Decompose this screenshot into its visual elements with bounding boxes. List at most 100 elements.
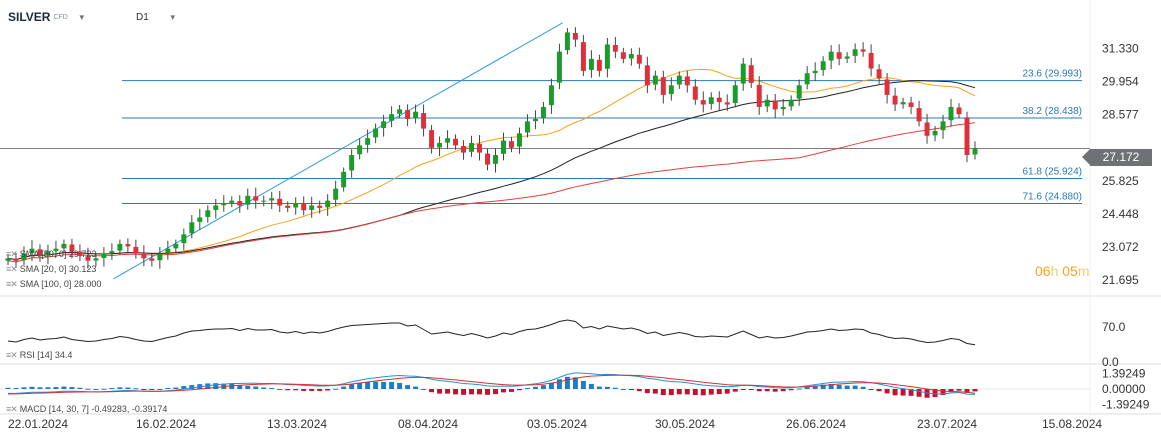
macd-histogram-bar bbox=[5, 387, 11, 389]
candle-body bbox=[189, 222, 195, 234]
instrument-type: CFD bbox=[53, 13, 68, 21]
macd-histogram-bar bbox=[892, 389, 898, 396]
candle-body bbox=[469, 142, 474, 152]
macd-histogram-bar bbox=[956, 389, 962, 391]
macd-histogram-bar bbox=[588, 383, 594, 389]
candle-body bbox=[756, 84, 762, 107]
macd-histogram-bar bbox=[149, 389, 155, 390]
candle-body bbox=[365, 138, 371, 145]
candle-body bbox=[924, 122, 930, 136]
macd-histogram-bar bbox=[357, 382, 363, 389]
candle-body bbox=[397, 109, 403, 114]
macd-histogram-bar bbox=[844, 385, 850, 389]
candle-body bbox=[708, 97, 714, 104]
macd-histogram-bar bbox=[716, 389, 722, 395]
indicator-sma100-label[interactable]: ≡✕ SMA [100, 0] 28.000 bbox=[6, 278, 102, 290]
candle-body bbox=[77, 251, 83, 256]
candle-body bbox=[796, 85, 802, 99]
macd-histogram-bar bbox=[397, 382, 403, 389]
menu-icon[interactable]: ≡✕ bbox=[6, 248, 18, 259]
candle-body bbox=[389, 114, 395, 121]
candle-body bbox=[812, 70, 818, 74]
candle-body bbox=[852, 49, 858, 56]
candle-body bbox=[804, 73, 810, 85]
candle-body bbox=[149, 258, 155, 261]
macd-histogram-bar bbox=[69, 387, 75, 389]
menu-icon[interactable]: ≡✕ bbox=[6, 278, 18, 289]
macd-histogram-bar bbox=[908, 389, 914, 396]
indicator-sma50-label[interactable]: ≡✕ SMA [50, 0] 29.723 bbox=[6, 248, 97, 260]
menu-icon[interactable]: ≡✕ bbox=[6, 403, 18, 414]
indicator-macd-label[interactable]: ≡✕ MACD [14, 30, 7] -0.49283, -0.39174 bbox=[6, 403, 168, 415]
macd-histogram-bar bbox=[77, 387, 83, 389]
macd-histogram-bar bbox=[852, 385, 858, 389]
fib-level-label: 23.6 (29.993) bbox=[1023, 69, 1083, 80]
candle-body bbox=[453, 138, 459, 146]
macd-histogram-bar bbox=[972, 389, 978, 392]
candle-body bbox=[764, 99, 770, 107]
candle-body bbox=[53, 248, 59, 251]
candle-body bbox=[85, 256, 91, 261]
candle-body bbox=[45, 251, 51, 256]
date-tick-label: 08.04.2024 bbox=[398, 417, 458, 431]
chevron-down-icon[interactable]: ▼ bbox=[168, 12, 177, 22]
candle-body bbox=[932, 130, 938, 136]
macd-histogram-bar bbox=[213, 383, 219, 389]
candle-body bbox=[828, 51, 834, 61]
date-tick-label: 03.05.2024 bbox=[527, 417, 587, 431]
candle-body bbox=[13, 258, 19, 261]
menu-icon[interactable]: ≡✕ bbox=[6, 349, 18, 360]
macd-histogram-bar bbox=[413, 386, 419, 389]
candle-body bbox=[540, 106, 546, 118]
candle-body bbox=[477, 143, 482, 153]
macd-histogram-bar bbox=[836, 384, 842, 389]
macd-histogram-bar bbox=[45, 387, 51, 389]
current-price-tag: 27.172 bbox=[1082, 149, 1152, 166]
candle-body bbox=[205, 210, 211, 217]
macd-histogram-bar bbox=[93, 389, 99, 390]
symbol-selector[interactable]: SILVER CFD ▼ bbox=[8, 8, 86, 26]
macd-histogram-bar bbox=[61, 386, 67, 389]
macd-histogram-bar bbox=[445, 389, 451, 394]
macd-histogram-bar bbox=[564, 376, 570, 389]
macd-histogram-bar bbox=[756, 389, 762, 392]
candle-body bbox=[596, 59, 602, 71]
candle-body bbox=[916, 108, 922, 122]
menu-icon[interactable]: ≡✕ bbox=[6, 263, 18, 274]
candle-body bbox=[684, 76, 690, 86]
macd-histogram-bar bbox=[764, 389, 770, 392]
macd-histogram-bar bbox=[948, 389, 954, 393]
candle-body bbox=[644, 65, 650, 86]
candle-body bbox=[261, 200, 267, 202]
macd-histogram-bar bbox=[141, 389, 147, 390]
timeframe-selector[interactable]: D1 ▼ bbox=[136, 8, 177, 26]
candle-body bbox=[820, 61, 826, 71]
candle-countdown: 06h 05m bbox=[1035, 263, 1090, 279]
candle-body bbox=[524, 121, 530, 133]
date-tick-label: 15.08.2024 bbox=[1042, 417, 1102, 431]
macd-histogram-bar bbox=[636, 389, 642, 392]
indicator-rsi-label[interactable]: ≡✕ RSI [14] 34.4 bbox=[6, 349, 73, 361]
macd-histogram-bar bbox=[964, 389, 970, 393]
candle-body bbox=[293, 203, 299, 208]
macd-histogram-bar bbox=[572, 377, 578, 389]
macd-histogram-bar bbox=[405, 385, 411, 389]
macd-histogram-bar bbox=[780, 389, 786, 392]
candle-body bbox=[780, 106, 786, 110]
candle-body bbox=[309, 205, 315, 210]
candle-body bbox=[325, 200, 331, 208]
indicator-sma20-label[interactable]: ≡✕ SMA [20, 0] 30.123 bbox=[6, 263, 97, 275]
candle-body bbox=[277, 198, 283, 206]
chevron-down-icon[interactable]: ▼ bbox=[77, 12, 86, 22]
fib-level-label: 38.2 (28.438) bbox=[1023, 106, 1083, 117]
macd-tick-label: -1.39249 bbox=[1102, 397, 1150, 411]
macd-histogram-bar bbox=[277, 389, 283, 390]
candle-body bbox=[716, 97, 722, 103]
candle-body bbox=[572, 32, 578, 40]
price-tick-label: 23.072 bbox=[1102, 240, 1139, 254]
date-tick-label: 30.05.2024 bbox=[655, 417, 715, 431]
price-tick-label: 25.825 bbox=[1102, 174, 1139, 188]
macd-histogram-bar bbox=[868, 389, 874, 390]
macd-histogram-bar bbox=[828, 383, 834, 389]
